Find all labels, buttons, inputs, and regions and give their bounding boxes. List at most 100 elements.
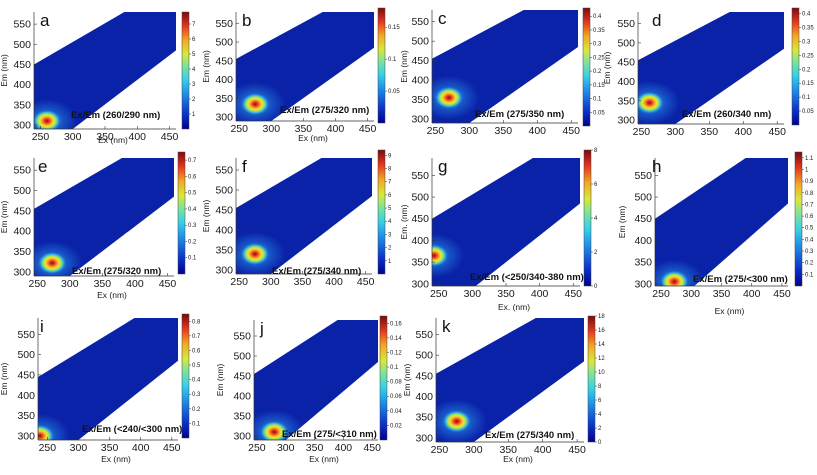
colorbar-tick-label: 0.08 bbox=[390, 380, 402, 386]
x-tick-label: 400 bbox=[327, 123, 345, 135]
x-axis-label: Ex (nm) bbox=[503, 454, 533, 464]
y-tick-label: 350 bbox=[617, 95, 635, 107]
colorbar-tick-label: 0.7 bbox=[188, 158, 197, 164]
colorbar-tick-label: 2 bbox=[594, 250, 598, 256]
x-tick-label: 350 bbox=[295, 123, 313, 135]
colorbar-tick-label: 0.4 bbox=[802, 12, 811, 18]
y-tick-label: 350 bbox=[13, 99, 31, 111]
x-tick-label: 300 bbox=[61, 278, 79, 290]
colorbar-tick-label: 5 bbox=[388, 206, 392, 212]
x-tick-label: 450 bbox=[562, 125, 580, 137]
colorbar bbox=[791, 7, 800, 126]
colorbar-tick-label: 8 bbox=[594, 148, 598, 154]
x-tick-label: 350 bbox=[500, 444, 518, 456]
colorbar-tick-label: 0.9 bbox=[805, 179, 814, 185]
y-tick-label: 500 bbox=[415, 350, 433, 362]
y-tick-label: 500 bbox=[411, 36, 429, 48]
colorbar-tick-label: 0.4 bbox=[192, 378, 201, 384]
y-tick-label: 400 bbox=[634, 235, 652, 247]
x-tick-label: 450 bbox=[359, 123, 377, 135]
colorbar-tick-label: 0.6 bbox=[188, 174, 197, 180]
y-axis-label: Em (nm) bbox=[602, 52, 612, 85]
x-tick-label: 300 bbox=[465, 444, 483, 456]
panel-label: f bbox=[242, 157, 247, 176]
y-axis-label: Em (nm) bbox=[0, 363, 9, 396]
x-tick-label: 350 bbox=[306, 442, 324, 454]
colorbar-tick-label: 8 bbox=[598, 384, 602, 390]
x-tick-label: 350 bbox=[713, 288, 731, 300]
y-tick-label: 300 bbox=[215, 112, 233, 124]
y-axis-label: Em (nm) bbox=[399, 50, 409, 83]
colorbar bbox=[177, 151, 186, 275]
peak-g-0 bbox=[432, 244, 449, 267]
x-tick-label: 250 bbox=[28, 278, 46, 290]
colorbar-tick-label: 0.3 bbox=[188, 223, 197, 229]
panel-label: e bbox=[38, 157, 47, 176]
colorbar-tick-label: 0.2 bbox=[188, 239, 197, 245]
colorbar bbox=[181, 11, 190, 130]
colorbar-tick-label: 0 bbox=[594, 284, 598, 290]
x-tick-label: 400 bbox=[132, 442, 150, 454]
y-tick-label: 550 bbox=[411, 16, 429, 28]
y-tick-label: 300 bbox=[13, 266, 31, 278]
y-tick-label: 500 bbox=[233, 351, 251, 363]
colorbar-tick-label: 0.3 bbox=[593, 42, 602, 48]
eem-region bbox=[655, 158, 788, 286]
colorbar-tick-label: 0.1 bbox=[802, 95, 811, 101]
colorbar-tick-label: 0.02 bbox=[390, 423, 402, 429]
y-tick-label: 350 bbox=[215, 245, 233, 257]
y-tick-label: 450 bbox=[215, 205, 233, 217]
eem-region bbox=[254, 320, 378, 440]
colorbar-tick-label: 5 bbox=[192, 52, 196, 58]
peak-e-0 bbox=[38, 251, 67, 274]
eem-region bbox=[38, 318, 178, 440]
panel-label: h bbox=[652, 157, 661, 176]
y-axis-label: Em. (nm) bbox=[399, 204, 409, 239]
y-tick-label: 500 bbox=[13, 185, 31, 197]
colorbar-tick-label: 0.4 bbox=[188, 207, 197, 213]
y-tick-label: 550 bbox=[215, 165, 233, 177]
y-tick-label: 350 bbox=[233, 411, 251, 423]
x-tick-label: 450 bbox=[159, 278, 177, 290]
panel-i: 250 300 350 400 450 300 350 400 450 500 550 Ex (nm)… bbox=[0, 313, 201, 464]
colorbar-tick-label: 0.2 bbox=[802, 67, 811, 73]
y-tick-label: 350 bbox=[215, 93, 233, 105]
x-tick-label: 400 bbox=[126, 278, 144, 290]
x-tick-label: 250 bbox=[431, 444, 449, 456]
peak-annotation: Ex/Em (275/<300 nm) bbox=[693, 274, 788, 285]
colorbar bbox=[583, 149, 592, 287]
y-axis-label: Em (nm) bbox=[617, 206, 627, 239]
y-tick-label: 550 bbox=[233, 331, 251, 343]
colorbar-tick-label: 0.5 bbox=[805, 226, 814, 232]
y-tick-label: 400 bbox=[415, 391, 433, 403]
colorbar-tick-label: 0.04 bbox=[390, 409, 402, 415]
x-tick-label: 450 bbox=[768, 126, 786, 138]
colorbar-tick-label: 2 bbox=[388, 246, 392, 252]
x-axis-label: Ex (nm) bbox=[298, 133, 328, 143]
y-tick-label: 300 bbox=[233, 431, 251, 443]
peak-b-0 bbox=[241, 93, 270, 116]
y-axis-label: Em (nm) bbox=[0, 201, 9, 234]
x-tick-label: 450 bbox=[363, 442, 381, 454]
peak-annotation: Ex/Em (275/320 nm) bbox=[280, 105, 369, 116]
y-tick-label: 350 bbox=[415, 412, 433, 424]
colorbar-tick-label: 0.5 bbox=[188, 191, 197, 197]
y-tick-label: 550 bbox=[13, 19, 31, 31]
y-axis-label: Em (nm) bbox=[201, 50, 211, 83]
y-tick-label: 350 bbox=[634, 257, 652, 269]
x-tick-label: 450 bbox=[565, 288, 583, 300]
panel-label: c bbox=[438, 9, 447, 28]
colorbar-tick-label: 0.1 bbox=[188, 256, 197, 262]
colorbar-tick-label: 0.8 bbox=[805, 191, 814, 197]
x-tick-label: 400 bbox=[534, 444, 552, 456]
x-tick-label: 400 bbox=[335, 442, 353, 454]
y-axis-label: Em (nm) bbox=[402, 364, 412, 397]
peak-annotation: Ex/Em (275/350 nm) bbox=[475, 109, 564, 120]
colorbar-tick-label: 10 bbox=[598, 370, 605, 376]
colorbar-tick-label: 0.25 bbox=[802, 53, 814, 59]
x-axis-label: Ex (nm) bbox=[97, 290, 127, 300]
